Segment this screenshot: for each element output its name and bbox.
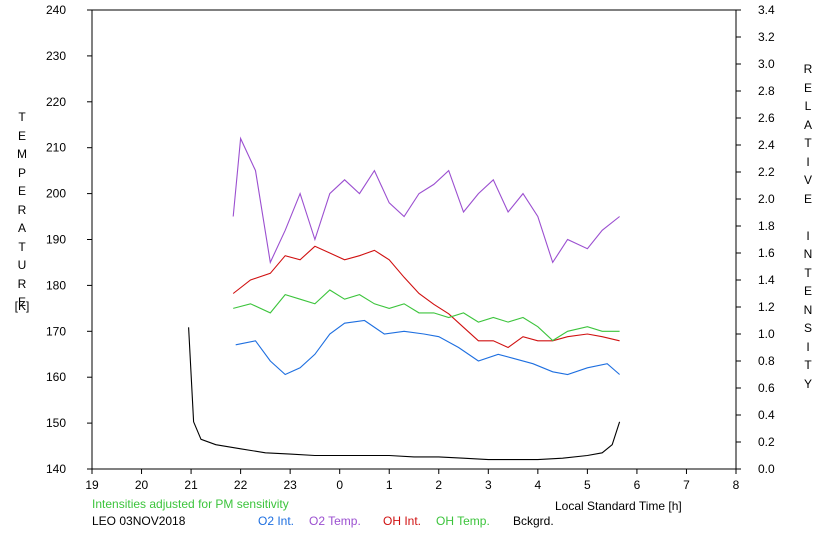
series-line-bckgrd — [188, 327, 621, 461]
y-right-tick-label: 1.2 — [758, 300, 775, 314]
y-left-tick-label: 150 — [46, 416, 66, 430]
series-line-oh-temp — [233, 289, 620, 342]
x-tick-label: 7 — [683, 478, 690, 492]
y-right-tick-label: 3.4 — [758, 3, 775, 17]
y-right-tick-label: 1.4 — [758, 273, 775, 287]
y-left-axis: 140 150 160 170 180 190 200 210 220 230 240 — [46, 3, 92, 476]
x-tick-label: 19 — [85, 478, 99, 492]
legend-o2-temp: O2 Temp. — [309, 514, 361, 528]
y-right-tick-label: 0.8 — [758, 354, 775, 368]
y-left-tick-label: 180 — [46, 278, 66, 292]
x-tick-label: 3 — [485, 478, 492, 492]
y-left-tick-label: 170 — [46, 324, 66, 338]
x-tick-label: 23 — [283, 478, 297, 492]
x-tick-label: 6 — [634, 478, 641, 492]
x-tick-label: 5 — [584, 478, 591, 492]
y-left-tick-label: 210 — [46, 141, 66, 155]
x-tick-label: 1 — [386, 478, 393, 492]
y-left-tick-label: 160 — [46, 370, 66, 384]
y-left-tick-label: 220 — [46, 95, 66, 109]
y-left-tick-label: 140 — [46, 462, 66, 476]
y-right-tick-label: 1.8 — [758, 219, 775, 233]
x-axis-title: Local Standard Time [h] — [555, 499, 682, 513]
x-axis: 19 20 21 22 23 0 1 2 3 4 5 6 7 8 — [85, 469, 740, 492]
y-right-tick-label: 2.6 — [758, 111, 775, 125]
series-lines — [188, 136, 621, 461]
station-date: LEO 03NOV2018 — [92, 514, 186, 528]
x-tick-label: 0 — [336, 478, 343, 492]
y-left-tick-label: 190 — [46, 233, 66, 247]
legend-bckgrd: Bckgrd. — [513, 514, 554, 528]
y-right-tick-label: 2.0 — [758, 192, 775, 206]
x-tick-label: 4 — [535, 478, 542, 492]
plot-frame — [91, 9, 737, 470]
y-left-tick-label: 200 — [46, 187, 66, 201]
y-right-tick-label: 3.0 — [758, 57, 775, 71]
y-right-tick-label: 0.0 — [758, 462, 775, 476]
y-right-tick-label: 2.4 — [758, 138, 775, 152]
legend-oh-int: OH Int. — [383, 514, 422, 528]
series-line-o2-int — [235, 319, 620, 376]
y-right-tick-label: 1.6 — [758, 246, 775, 260]
y-right-tick-label: 0.4 — [758, 408, 775, 422]
y-right-tick-label: 1.0 — [758, 327, 775, 341]
x-tick-label: 22 — [234, 478, 248, 492]
right-axis-title: R E L A T I V E I N T E N S I T Y — [803, 62, 813, 391]
y-right-tick-label: 2.2 — [758, 165, 775, 179]
left-axis-unit: [K] — [14, 299, 30, 313]
y-left-tick-label: 230 — [46, 49, 66, 63]
x-tick-label: 8 — [733, 478, 740, 492]
left-axis-title: T E M P E R A T U R E — [17, 110, 27, 309]
y-left-tick-label: 240 — [46, 3, 66, 17]
x-tick-label: 20 — [135, 478, 149, 492]
series-line-oh-int — [232, 245, 620, 349]
y-right-tick-label: 0.6 — [758, 381, 775, 395]
y-right-tick-label: 0.2 — [758, 435, 775, 449]
y-right-tick-label: 2.8 — [758, 84, 775, 98]
series-line-o2-temp — [232, 136, 620, 265]
y-right-axis: 0.0 0.2 0.4 0.6 0.8 1.0 1.2 1.4 1.6 1.8 2.0 2.2 2.4 2… — [736, 3, 775, 476]
x-tick-label: 2 — [435, 478, 442, 492]
x-tick-label: 21 — [184, 478, 198, 492]
y-right-tick-label: 3.2 — [758, 30, 775, 44]
legend-oh-temp: OH Temp. — [436, 514, 490, 528]
legend-o2-int: O2 Int. — [258, 514, 295, 528]
pm-sensitivity-note: Intensities adjusted for PM sensitivity — [92, 497, 289, 511]
